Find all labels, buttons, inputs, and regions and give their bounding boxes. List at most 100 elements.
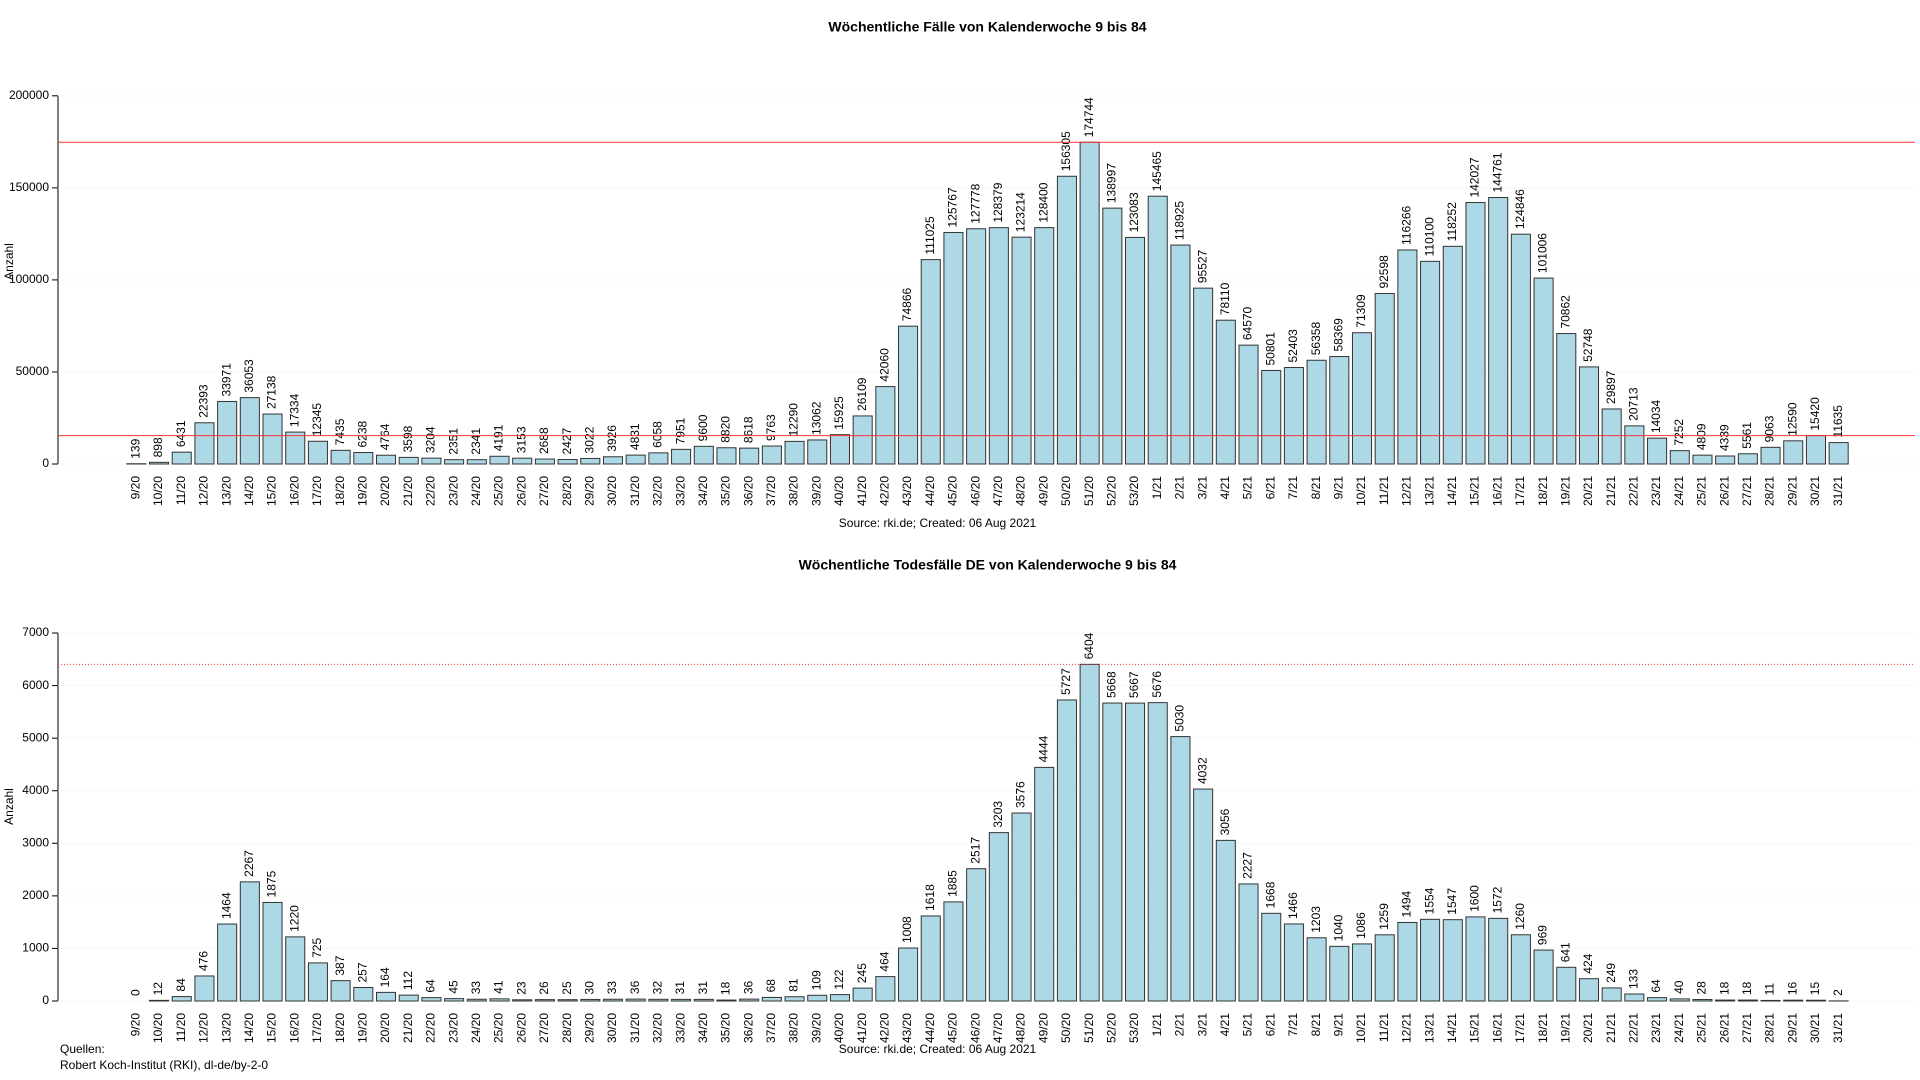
bar	[1737, 999, 1758, 1002]
value-label: 1668	[1263, 881, 1277, 908]
value-label: 128379	[991, 182, 1005, 222]
bar	[739, 447, 760, 465]
x-tick-label: 19/21	[1558, 1013, 1572, 1043]
y-tick-label: 0	[42, 993, 49, 1007]
x-tick-label: 41/20	[855, 1013, 869, 1043]
bar	[1034, 766, 1055, 1002]
bar	[1261, 369, 1282, 465]
bar	[1351, 332, 1373, 465]
bar	[625, 454, 646, 465]
x-tick-label: 11/21	[1377, 476, 1391, 505]
x-tick-label: 18/20	[333, 476, 347, 506]
bar	[1147, 195, 1168, 465]
x-tick-label: 14/21	[1445, 476, 1459, 506]
value-label: 4831	[628, 423, 642, 450]
x-tick-label: 10/21	[1354, 476, 1368, 506]
x-tick-label: 12/20	[197, 1013, 211, 1043]
y-tick-label: 200000	[9, 88, 49, 102]
value-label: 118252	[1445, 202, 1459, 241]
x-tick-label: 23/21	[1649, 1013, 1663, 1043]
value-label: 2267	[242, 850, 256, 877]
bar	[353, 452, 374, 465]
value-label: 1600	[1468, 885, 1482, 912]
value-label: 387	[333, 955, 347, 975]
bar	[966, 868, 987, 1002]
value-label: 74866	[900, 287, 914, 321]
bar	[693, 445, 714, 465]
bar	[852, 987, 873, 1002]
bar	[1578, 366, 1600, 465]
x-tick-label: 36/20	[741, 1013, 755, 1043]
x-tick-label: 39/20	[809, 1013, 823, 1043]
x-tick-label: 12/20	[197, 476, 211, 506]
bar	[1397, 249, 1418, 465]
bar	[1306, 359, 1327, 465]
bar	[1624, 993, 1645, 1002]
value-label: 641	[1558, 942, 1572, 962]
x-tick-label: 9/21	[1331, 1013, 1345, 1037]
value-label: 6058	[651, 421, 665, 448]
bar	[1556, 333, 1577, 465]
value-label: 52748	[1581, 328, 1595, 362]
y-tick-label: 1000	[22, 941, 49, 955]
x-tick-label: 16/20	[287, 476, 301, 506]
bar	[466, 998, 487, 1002]
value-label: 71309	[1354, 294, 1368, 328]
x-tick-label: 13/20	[219, 476, 233, 506]
x-tick-label: 15/20	[265, 476, 279, 506]
x-tick-label: 11/20	[174, 476, 188, 505]
x-tick-label: 33/20	[673, 476, 687, 506]
bar	[1805, 999, 1826, 1002]
value-label: 5668	[1105, 671, 1119, 698]
value-label: 31	[673, 981, 687, 995]
value-label: 52403	[1286, 329, 1300, 363]
bar	[512, 457, 533, 465]
bar	[1329, 945, 1350, 1002]
x-tick-label: 26/21	[1717, 1013, 1731, 1043]
x-tick-label: 28/20	[560, 476, 574, 506]
x-tick-label: 33/20	[673, 1013, 687, 1043]
value-label: 257	[355, 962, 369, 982]
value-label: 1572	[1490, 886, 1504, 913]
x-tick-label: 14/21	[1445, 1013, 1459, 1043]
value-label: 142027	[1468, 157, 1482, 197]
value-label: 174744	[1082, 97, 1096, 137]
x-tick-label: 40/20	[832, 1013, 846, 1043]
x-tick-label: 27/20	[537, 1013, 551, 1043]
x-tick-label: 48/20	[1014, 476, 1028, 506]
bar	[1669, 450, 1690, 465]
x-tick-label: 7/21	[1286, 476, 1300, 500]
bar	[421, 457, 442, 465]
x-tick-label: 3/21	[1195, 1013, 1209, 1037]
value-label: 64570	[1241, 306, 1255, 340]
bar	[330, 980, 351, 1002]
value-label: 1040	[1331, 914, 1345, 941]
value-label: 25	[560, 981, 574, 995]
bar	[1170, 736, 1191, 1002]
bar	[1601, 408, 1622, 465]
x-tick-label: 28/20	[560, 1013, 574, 1043]
x-tick-label: 16/20	[287, 1013, 301, 1043]
x-tick-label: 24/20	[469, 1013, 483, 1043]
value-label: 112	[401, 971, 415, 990]
value-label: 17334	[287, 393, 301, 427]
value-label: 1259	[1377, 903, 1391, 930]
value-label: 0	[129, 989, 143, 996]
x-tick-label: 29/20	[582, 1013, 596, 1043]
value-label: 6238	[355, 420, 369, 447]
x-tick-label: 30/20	[605, 1013, 619, 1043]
x-tick-label: 22/20	[424, 1013, 438, 1043]
bar	[1760, 446, 1781, 465]
bar	[217, 923, 238, 1002]
x-tick-label: 47/20	[991, 476, 1005, 506]
value-label: 1554	[1422, 887, 1436, 914]
x-tick-label: 3/21	[1195, 476, 1209, 500]
x-tick-label: 51/20	[1082, 476, 1096, 506]
value-label: 3203	[991, 801, 1005, 828]
bar	[943, 901, 964, 1002]
bar	[1828, 442, 1849, 465]
value-label: 31	[696, 981, 710, 995]
x-tick-label: 6/21	[1263, 476, 1277, 500]
bar	[1601, 987, 1622, 1002]
bar	[1465, 916, 1486, 1002]
